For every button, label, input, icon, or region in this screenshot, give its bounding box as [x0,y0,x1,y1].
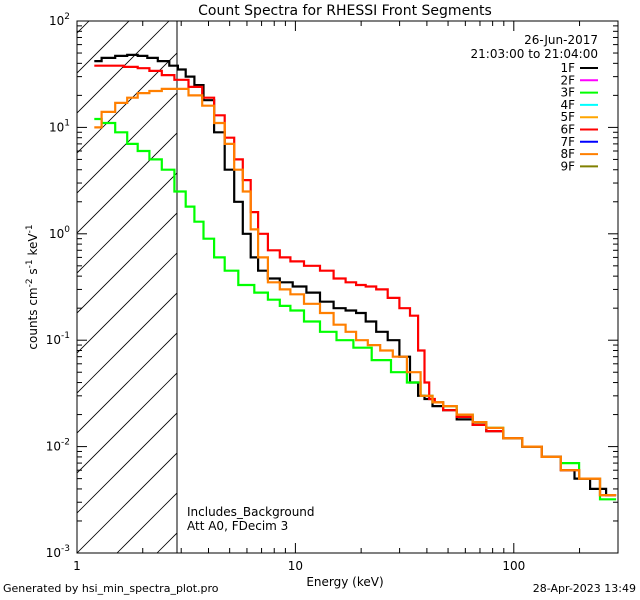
legend-label-2F: 2F [560,73,575,87]
hatch-line [77,252,177,354]
hatch-line [77,372,177,474]
legend-label-4F: 4F [560,98,575,112]
y-tick-label: 101 [49,118,70,134]
y-tick-label: 10-2 [46,438,70,454]
hatch-line [0,13,17,553]
x-tick-labels: 10 100 [288,559,525,573]
footer-generated-by: Generated by hsi_min_spectra_plot.pro [3,582,219,595]
y-tick-label: 102 [49,12,70,28]
x-tick-label: 100 [502,559,525,573]
y-tick-label: 10-1 [46,331,70,347]
shaded-region [0,13,177,553]
annotation-attenuator: Att A0, FDecim 3 [187,519,288,533]
hatch-line [77,21,170,114]
y-tick-labels: 10-3 10-2 10-1 100 101 102 [46,12,71,560]
series-8F [94,87,617,497]
chart-title: Count Spectra for RHESSI Front Segments [198,3,492,19]
hatch-line [77,292,177,394]
hatch-line [77,452,177,553]
hatch-line [77,332,177,434]
hatch-line [77,21,130,74]
y-tick-label: 10-3 [46,544,70,560]
legend-label-9F: 9F [560,159,575,173]
legend-label-6F: 6F [560,123,575,137]
date-label: 26-Jun-2017 [524,33,598,47]
hatch-line [77,21,90,34]
footer-timestamp: 28-Apr-2023 13:49 [532,582,636,595]
time-range-label: 21:03:00 to 21:04:00 [471,47,598,61]
x-tick-label: 10 [288,559,303,573]
series-1F [94,53,617,497]
legend-label-8F: 8F [560,147,575,161]
hatch-line [77,412,177,514]
series-group [94,53,617,501]
legend-label-5F: 5F [560,110,575,124]
annotation-background: Includes_Background [187,505,315,519]
legend-label-1F: 1F [560,61,575,75]
y-axis-label: counts cm-2 s-1 keV-1 [25,224,40,349]
x-tick-label-1: 1 [73,559,81,573]
x-axis-label: Energy (keV) [306,575,383,589]
series-3F [94,117,617,501]
series-6F [94,64,617,497]
hatch-line [77,92,177,194]
x-axis-ticks [76,21,619,553]
y-tick-label: 100 [49,225,70,241]
legend-label-3F: 3F [560,86,575,100]
legend-label-7F: 7F [560,135,575,149]
hatch-line [77,212,177,314]
plot-area [0,13,619,554]
plot-frame [76,20,619,554]
y-axis-ticks [77,25,618,554]
